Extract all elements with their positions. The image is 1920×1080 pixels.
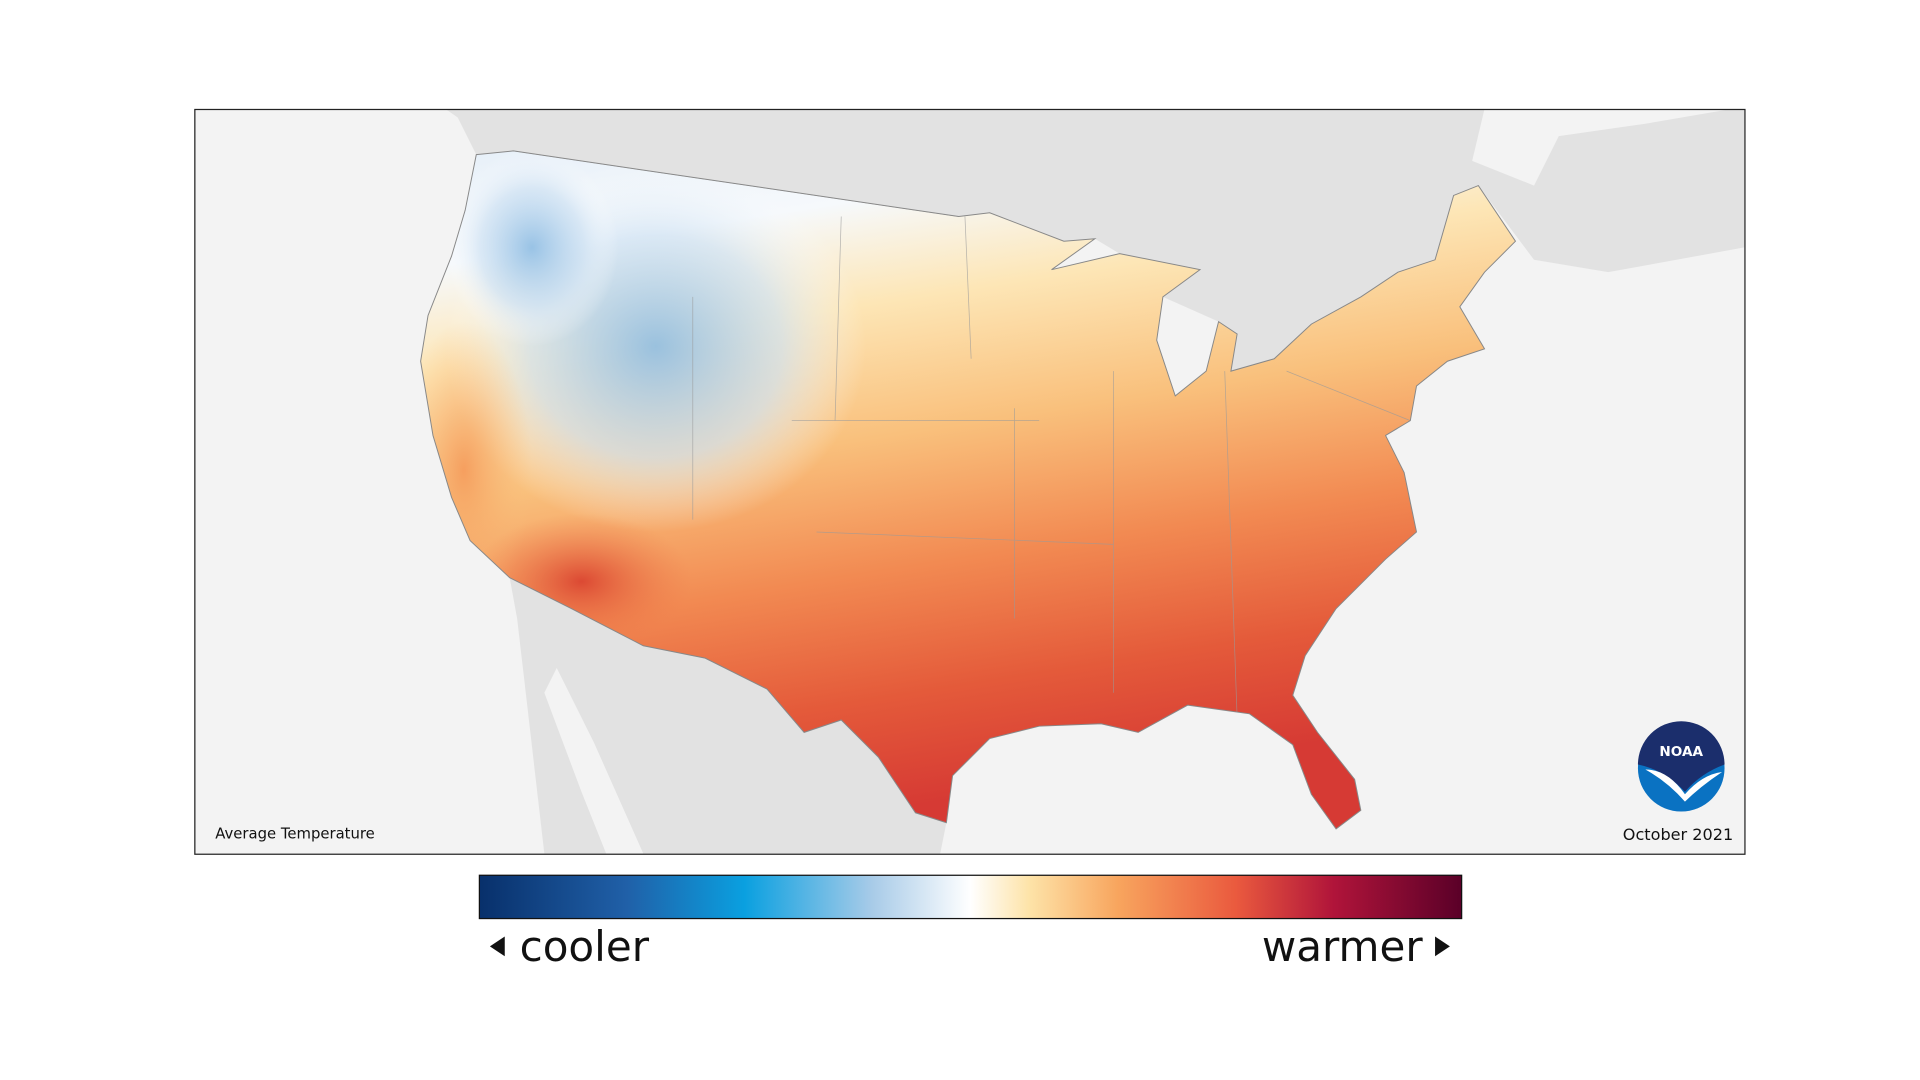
map-date: October 2021: [1623, 825, 1733, 844]
logo-bird: [1645, 769, 1723, 802]
logo-top: [1637, 721, 1725, 792]
cool-region: [445, 150, 619, 347]
noaa-logo: NOAA: [1637, 721, 1725, 812]
logo-text: NOAA: [1659, 744, 1703, 760]
canada-land: [445, 108, 1745, 372]
cooler-arrow: [489, 936, 505, 957]
mexico-land: [509, 577, 947, 854]
legend-high-label: warmer: [1262, 922, 1424, 971]
map-frame: [194, 108, 1746, 855]
map-title: Average Temperature: [215, 826, 375, 843]
legend-low-label: cooler: [520, 922, 650, 971]
color-bar: [478, 874, 1463, 920]
warmer-arrow: [1435, 936, 1450, 957]
